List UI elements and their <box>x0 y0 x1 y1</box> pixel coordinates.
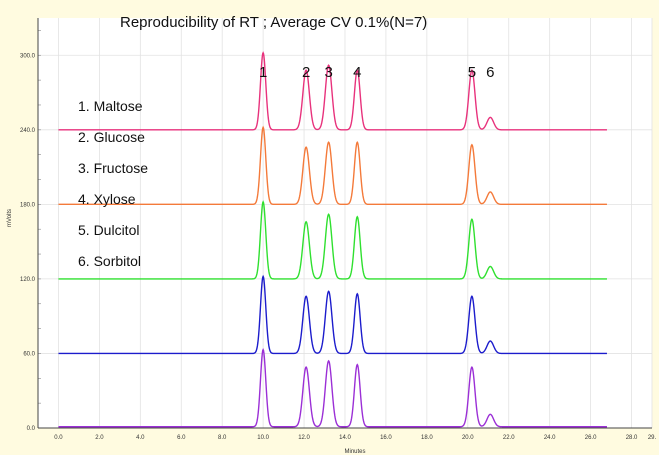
x-tick-label: 18.0 <box>421 435 433 441</box>
y-tick-label: 120.0 <box>20 277 36 283</box>
y-tick-label: 60.0 <box>23 351 35 357</box>
x-tick-label: 29. <box>648 435 657 441</box>
x-tick-label: 14.0 <box>339 435 351 441</box>
axis-layer: 0.0 2.0 4.0 6.0 8.0 10.0 12.0 14.0 16.0 18.0 20.0 2… <box>20 18 657 441</box>
x-tick-label: 22.0 <box>503 435 515 441</box>
x-tick-label: 6.0 <box>177 435 186 441</box>
legend-item: 4. Xylose <box>78 191 136 207</box>
x-tick-label: 10.0 <box>257 435 269 441</box>
y-tick-label: 240.0 <box>20 128 36 134</box>
peak-label: 6 <box>486 64 494 81</box>
x-tick-label: 8.0 <box>218 435 227 441</box>
legend-item: 3. Fructose <box>78 160 148 176</box>
y-axis-title: mVolts <box>7 209 13 227</box>
series-trace <box>58 125 607 206</box>
peak-label: 5 <box>468 64 476 81</box>
peak-label: 3 <box>324 64 332 81</box>
x-tick-label: 16.0 <box>380 435 392 441</box>
x-tick-label: 24.0 <box>544 435 556 441</box>
y-tick-label: 180.0 <box>20 202 36 208</box>
series-layer <box>58 51 607 428</box>
peak-label: 1 <box>259 64 267 81</box>
y-tick-label: 0.0 <box>27 426 36 432</box>
x-axis-title: Minutes <box>344 449 365 455</box>
x-tick-label: 20.0 <box>462 435 474 441</box>
y-tick-label: 300.0 <box>20 53 36 59</box>
x-tick-label: 0.0 <box>54 435 63 441</box>
x-tick-label: 2.0 <box>95 435 104 441</box>
legend-item: 2. Glucose <box>78 129 145 145</box>
x-tick-label: 4.0 <box>136 435 145 441</box>
x-tick-label: 26.0 <box>585 435 597 441</box>
legend-item: 1. Maltose <box>78 98 143 114</box>
series-trace <box>58 274 607 355</box>
x-tick-label: 12.0 <box>298 435 310 441</box>
chart-title: Reproducibility of RT ; Average CV 0.1%(… <box>120 14 427 31</box>
peak-label: 2 <box>302 64 310 81</box>
series-trace <box>58 200 607 280</box>
legend-item: 6. Sorbitol <box>78 253 141 269</box>
series-trace <box>58 348 607 428</box>
legend-item: 5. Dulcitol <box>78 222 139 238</box>
x-tick-label: 28.0 <box>626 435 638 441</box>
label-layer: 1 2 3 4 5 6 1. Maltose 2. Glucose 3. Fructose 4. … <box>78 64 494 269</box>
peak-label: 4 <box>353 64 361 81</box>
series-trace <box>58 51 607 131</box>
